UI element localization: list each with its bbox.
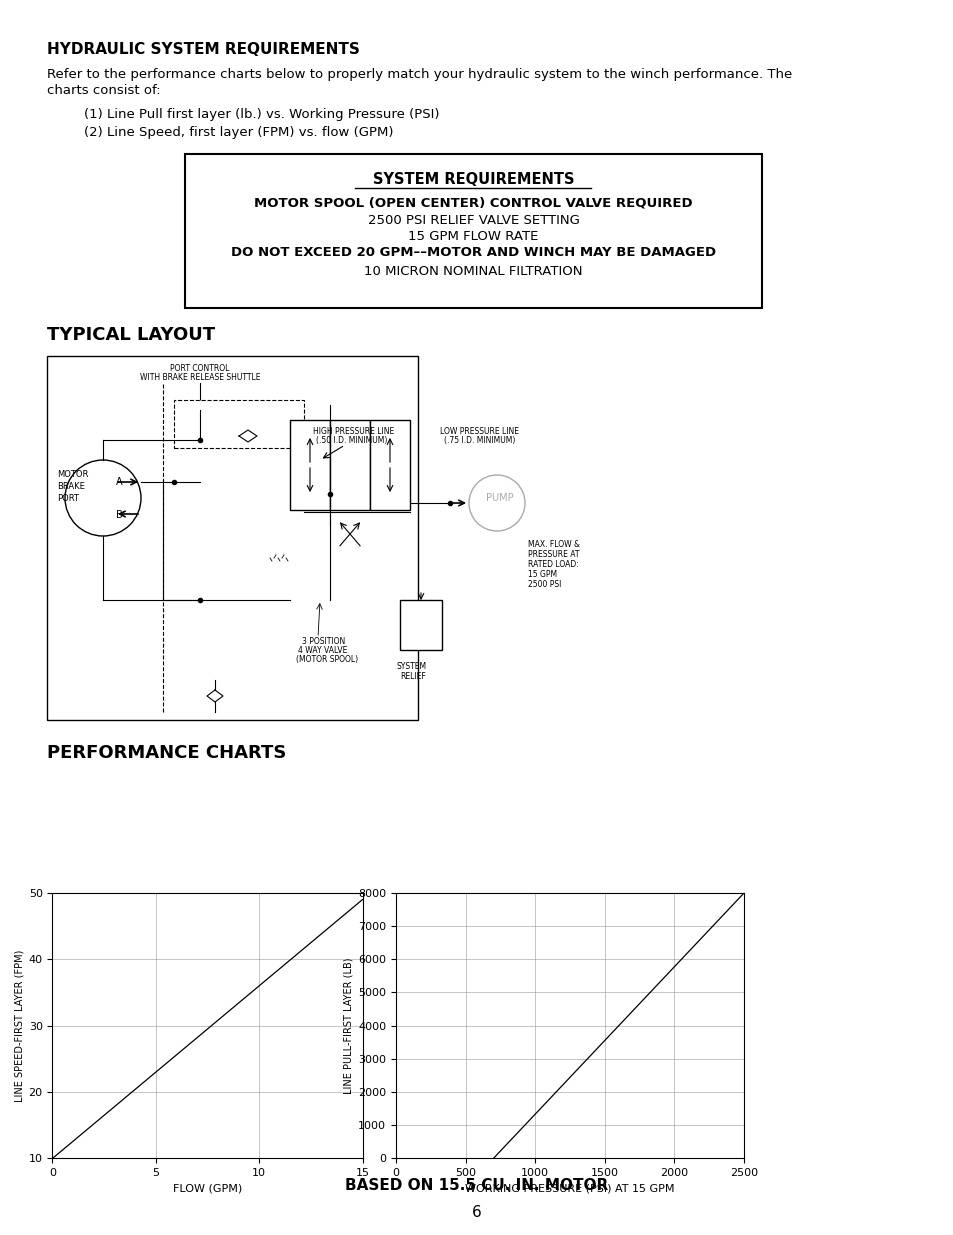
Text: SYSTEM: SYSTEM — [396, 662, 427, 671]
Text: charts consist of:: charts consist of: — [47, 84, 160, 98]
Text: 3 POSITION: 3 POSITION — [302, 637, 345, 646]
Text: 10 MICRON NOMINAL FILTRATION: 10 MICRON NOMINAL FILTRATION — [364, 266, 582, 278]
Y-axis label: LINE PULL-FIRST LAYER (LB): LINE PULL-FIRST LAYER (LB) — [343, 957, 354, 1094]
Text: PORT CONTROL: PORT CONTROL — [171, 364, 230, 373]
Text: BASED ON 15.5 CU. IN. MOTOR: BASED ON 15.5 CU. IN. MOTOR — [345, 1178, 608, 1193]
Text: 2500 PSI: 2500 PSI — [527, 580, 560, 589]
Bar — [330, 420, 370, 510]
Text: LOW PRESSURE LINE: LOW PRESSURE LINE — [439, 427, 518, 436]
Text: RATED LOAD:: RATED LOAD: — [527, 559, 578, 569]
Text: RELIEF: RELIEF — [399, 672, 425, 680]
Text: PORT: PORT — [57, 494, 79, 503]
Text: MOTOR SPOOL (OPEN CENTER) CONTROL VALVE REQUIRED: MOTOR SPOOL (OPEN CENTER) CONTROL VALVE … — [253, 198, 692, 210]
X-axis label: FLOW (GPM): FLOW (GPM) — [172, 1183, 242, 1194]
Text: PRESSURE AT: PRESSURE AT — [527, 550, 578, 559]
Text: SYSTEM REQUIREMENTS: SYSTEM REQUIREMENTS — [373, 172, 574, 186]
Text: (2) Line Speed, first layer (FPM) vs. flow (GPM): (2) Line Speed, first layer (FPM) vs. fl… — [67, 126, 393, 140]
Text: 4 WAY VALVE: 4 WAY VALVE — [297, 646, 347, 655]
Text: PERFORMANCE CHARTS: PERFORMANCE CHARTS — [47, 743, 286, 762]
Bar — [290, 420, 330, 510]
Text: TYPICAL LAYOUT: TYPICAL LAYOUT — [47, 326, 214, 345]
Bar — [399, 600, 441, 650]
Text: WITH BRAKE RELEASE SHUTTLE: WITH BRAKE RELEASE SHUTTLE — [139, 373, 260, 382]
Text: HIGH PRESSURE LINE: HIGH PRESSURE LINE — [313, 427, 394, 436]
Text: 15 GPM FLOW RATE: 15 GPM FLOW RATE — [408, 230, 538, 243]
Text: MAX. FLOW &: MAX. FLOW & — [527, 540, 579, 550]
Text: (MOTOR SPOOL): (MOTOR SPOOL) — [295, 655, 357, 664]
Text: (.50 I.D. MINIMUM): (.50 I.D. MINIMUM) — [315, 436, 387, 445]
Text: 6: 6 — [472, 1205, 481, 1220]
Y-axis label: LINE SPEED-FIRST LAYER (FPM): LINE SPEED-FIRST LAYER (FPM) — [14, 950, 25, 1102]
Text: B: B — [116, 510, 123, 520]
Bar — [173, 400, 304, 448]
Text: DO NOT EXCEED 20 GPM––MOTOR AND WINCH MAY BE DAMAGED: DO NOT EXCEED 20 GPM––MOTOR AND WINCH MA… — [231, 246, 716, 259]
Bar — [47, 356, 417, 720]
Text: (.75 I.D. MINIMUM): (.75 I.D. MINIMUM) — [443, 436, 515, 445]
Text: Refer to the performance charts below to properly match your hydraulic system to: Refer to the performance charts below to… — [47, 68, 791, 82]
Text: PUMP: PUMP — [486, 493, 514, 503]
Text: HYDRAULIC SYSTEM REQUIREMENTS: HYDRAULIC SYSTEM REQUIREMENTS — [47, 42, 359, 57]
Text: A: A — [116, 477, 123, 487]
Text: (1) Line Pull first layer (lb.) vs. Working Pressure (PSI): (1) Line Pull first layer (lb.) vs. Work… — [67, 107, 439, 121]
Text: MOTOR: MOTOR — [57, 471, 89, 479]
Text: 15 GPM: 15 GPM — [527, 571, 557, 579]
Text: BRAKE: BRAKE — [57, 482, 85, 492]
X-axis label: WORKING PRESSURE (PSI) AT 15 GPM: WORKING PRESSURE (PSI) AT 15 GPM — [465, 1183, 674, 1194]
Text: 2500 PSI RELIEF VALVE SETTING: 2500 PSI RELIEF VALVE SETTING — [367, 214, 578, 227]
Bar — [370, 420, 410, 510]
Bar — [185, 154, 761, 308]
